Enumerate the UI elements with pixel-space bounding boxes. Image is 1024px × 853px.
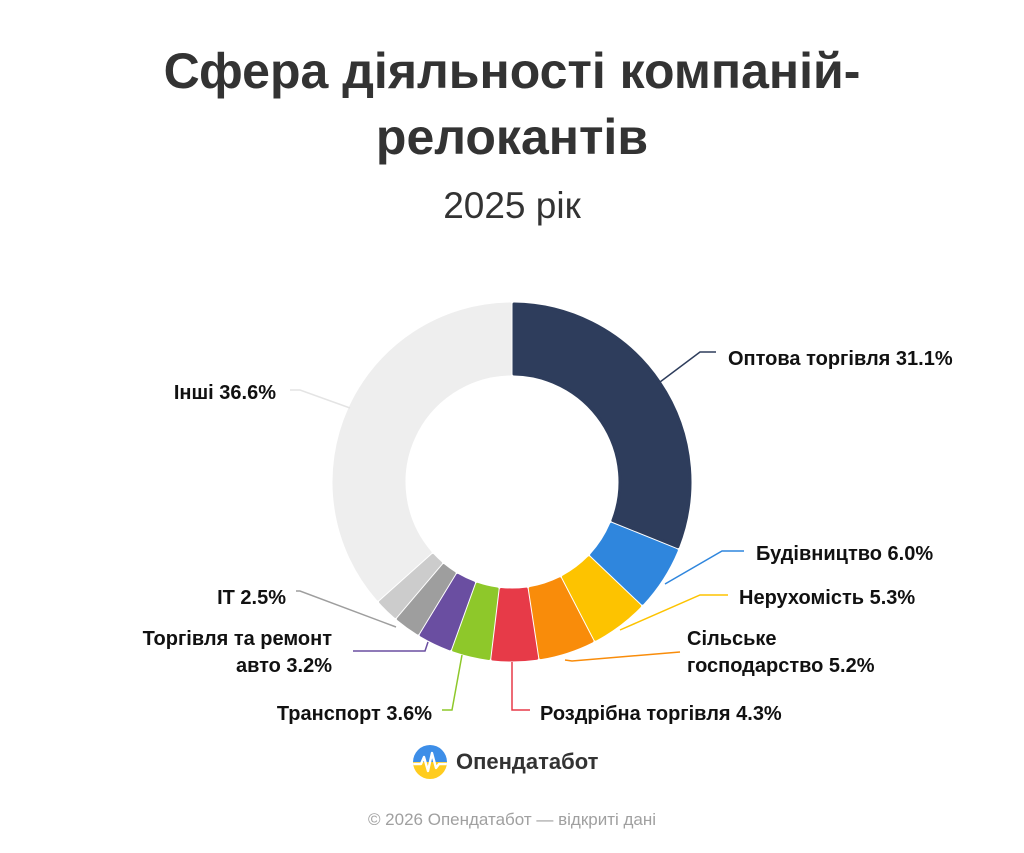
footer-copyright: © 2026 Опендатабот — відкриті дані [367,810,657,829]
slice-9-інші-label: Інші 36.6% [174,382,276,404]
slice-6-торгівля-та-ремонт-авто [419,573,476,651]
slice-1-будівництво-label: Будівництво 6.0% [756,543,933,565]
slice-2-нерухомість [561,556,642,641]
chart-title-line-2: релокантів [375,109,649,165]
slice-3-сільське-господарство-leader-line [564,651,681,662]
slice-1-будівництво [590,522,678,605]
chart-subtitle: 2025 рік [443,185,581,226]
slice-5-транспорт [452,582,499,660]
slice-3-сільське-господарство [528,577,594,660]
slice-8-slice [379,553,443,618]
chart-title: Сфера діяльності компаній- релокантів [0,38,1024,170]
brand-name: Опендатабот [456,749,599,774]
slice-4-роздрібна-торгівля-leader-line [511,662,530,711]
slice-4-роздрібна-торгівля-label: Роздрібна торгівля 4.3% [540,703,782,725]
slice-4-роздрібна-торгівля [491,587,539,662]
slice-5-транспорт-label: Транспорт 3.6% [277,703,432,725]
slice-6-торгівля-та-ремонт-авто-label: Торгівля та ремонт авто 3.2% [143,628,333,677]
slice-7-it-leader-line [296,590,397,628]
slice-9-інші-leader-line [290,389,351,409]
slice-0-оптова-торгівля-label: Оптова торгівля 31.1% [728,348,953,370]
slice-9-інші [332,302,512,601]
slice-5-транспорт-leader-line [442,654,463,711]
slice-3-сільське-господарство-label: Сільське господарство 5.2% [687,628,875,677]
brand-logo: Опендатабот [412,742,598,782]
slice-7-it [396,564,456,635]
slice-2-нерухомість-label: Нерухомість 5.3% [739,587,915,609]
slice-labels: Оптова торгівля 31.1% Будівництво 6.0% Нер… [143,348,953,725]
slice-6-торгівля-та-ремонт-авто-leader-line [353,641,429,652]
slice-2-нерухомість-leader-line [619,594,728,631]
chart-title-line-1: Сфера діяльності компаній- [163,43,861,99]
donut-slices [332,302,692,662]
leader-lines [290,351,744,711]
slice-7-it-label: IT 2.5% [217,587,286,609]
opendatabot-logo-icon [413,745,447,779]
slice-1-будівництво-leader-line [664,550,744,585]
slice-0-оптова-торгівля-leader-line [659,351,716,383]
slice-0-оптова-торгівля [512,302,692,549]
